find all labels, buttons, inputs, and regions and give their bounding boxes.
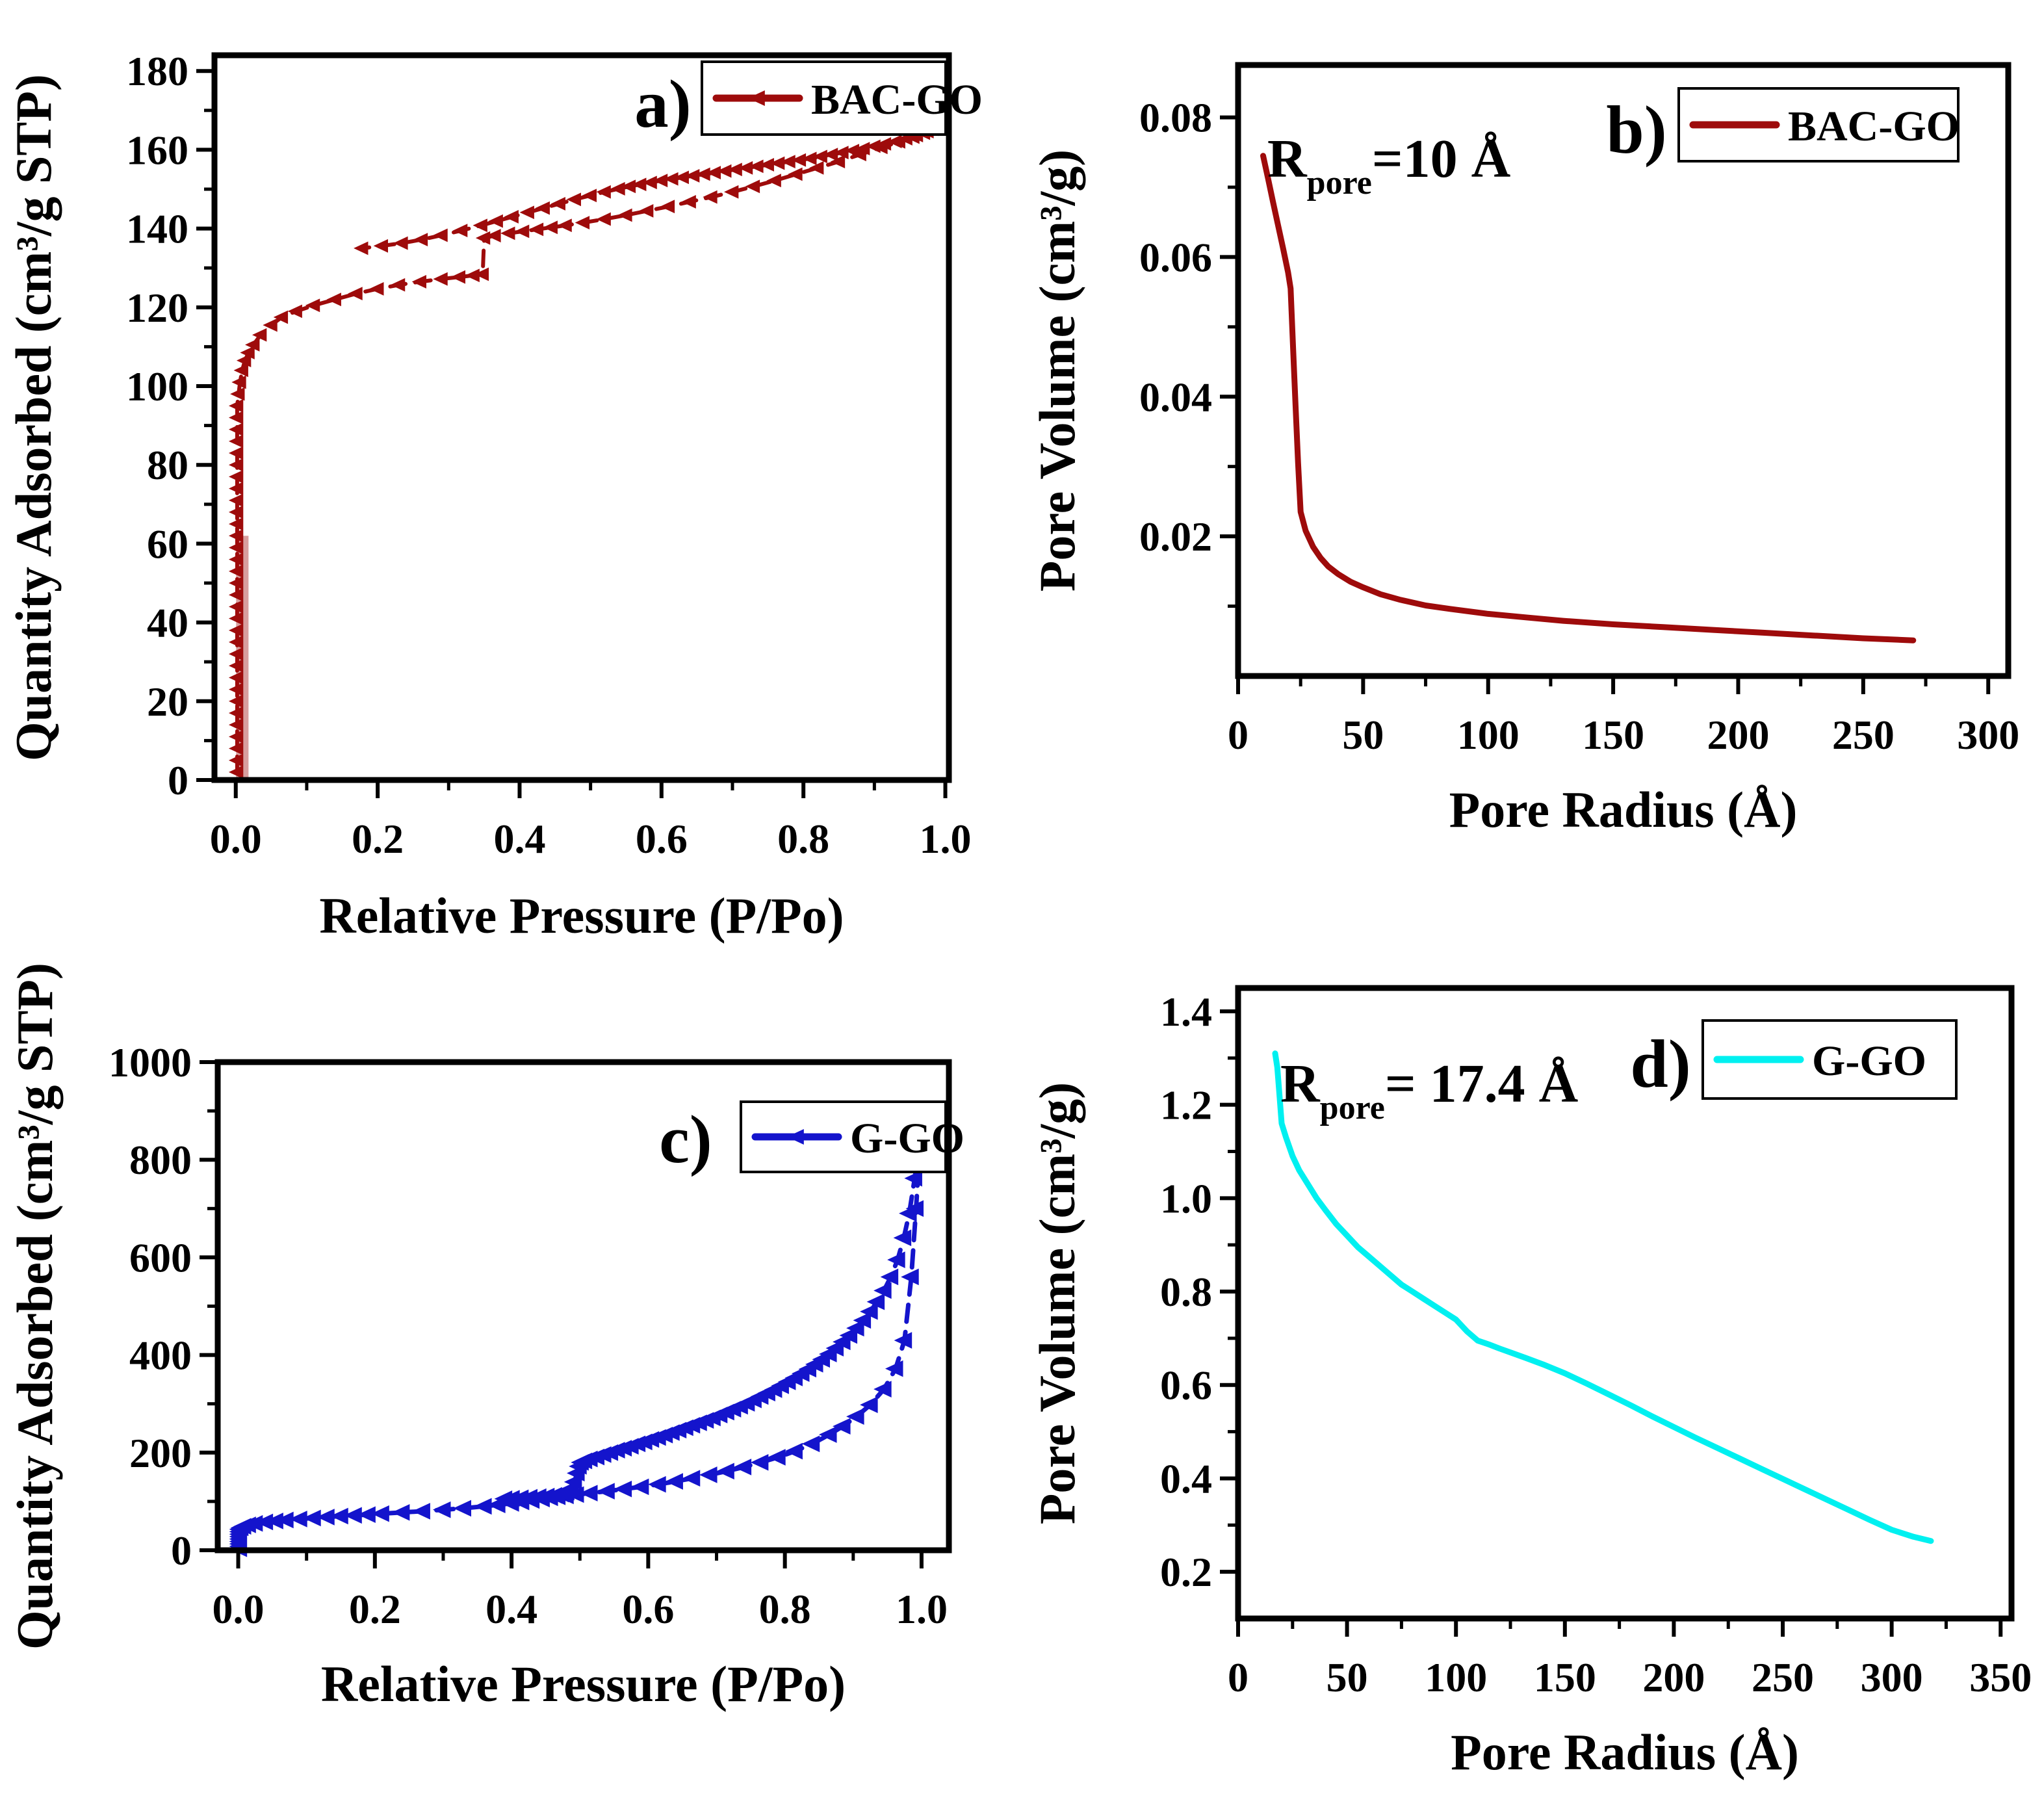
y-tick-label: 0.6 — [1160, 1362, 1212, 1409]
series-markers-desorption — [494, 1134, 928, 1507]
panel-letter: d) — [1630, 1026, 1690, 1102]
series-markers-desorption — [354, 119, 944, 255]
x-tick-label: 0.2 — [349, 1586, 401, 1632]
x-tick-label: 0.0 — [213, 1586, 265, 1632]
x-tick-label: 0.2 — [352, 816, 404, 862]
series-markers-adsorption — [228, 119, 944, 779]
y-tick-label: 0.06 — [1139, 234, 1212, 280]
y-tick-label: 1.2 — [1160, 1082, 1212, 1128]
x-axis-title: Relative Pressure (P/Po) — [321, 1656, 846, 1712]
series-line-pore-volume — [1260, 153, 1917, 644]
x-tick-label: 1.0 — [896, 1586, 948, 1632]
x-tick-label: 0.6 — [636, 816, 688, 862]
plot-border — [1235, 62, 2012, 679]
x-tick-label: 100 — [1457, 712, 1520, 758]
legend-label: G-GO — [850, 1115, 964, 1162]
y-tick-label: 140 — [126, 206, 188, 252]
legend-label: BAC-GO — [811, 76, 983, 124]
x-tick-label: 0.4 — [493, 816, 545, 862]
y-tick-label: 120 — [126, 285, 188, 331]
y-tick-label: 0.2 — [1160, 1549, 1212, 1595]
y-tick-label: 20 — [147, 679, 188, 725]
series-markers-adsorption — [229, 1134, 928, 1557]
plot-border — [1235, 985, 2015, 1622]
legend-marker-sample — [787, 1129, 804, 1145]
panel-b-pore-volume-chart: 0 50 100 150 200 250 300 0.02 0.04 0.06 0.08 Pore R… — [1029, 62, 2019, 838]
y-tick-label: 400 — [129, 1332, 192, 1379]
rpore-annotation: Rpore=10 Å — [1267, 129, 1511, 202]
x-tick-label: 250 — [1832, 712, 1895, 758]
x-tick-label: 150 — [1582, 712, 1644, 758]
series-line-pore-volume — [1272, 1050, 1934, 1544]
y-tick-label: 0 — [168, 757, 188, 803]
rpore-annotation: Rpore= 17.4 Å — [1280, 1054, 1579, 1126]
y-tick-label: 180 — [126, 48, 188, 94]
y-tick-label: 0 — [171, 1528, 192, 1574]
y-tick-label: 80 — [147, 442, 188, 488]
x-tick-label: 0.4 — [485, 1586, 537, 1632]
x-tick-label: 0 — [1228, 1654, 1248, 1700]
x-tick-label: 0.8 — [777, 816, 829, 862]
y-tick-label: 160 — [126, 127, 188, 173]
y-tick-label: 1.0 — [1160, 1175, 1212, 1221]
y-tick-label: 40 — [147, 600, 188, 646]
legend-label: G-GO — [1812, 1037, 1926, 1085]
x-tick-label: 0.0 — [210, 816, 262, 862]
x-tick-label: 1.0 — [920, 816, 972, 862]
series-line-desorption — [360, 124, 940, 250]
panel-letter: b) — [1606, 92, 1666, 168]
x-tick-label: 300 — [1861, 1654, 1923, 1700]
x-tick-label: 0.8 — [759, 1586, 811, 1632]
x-tick-label: 0.6 — [622, 1586, 674, 1632]
y-tick-label: 800 — [129, 1137, 192, 1183]
panel-c-isotherm-chart: 0.0 0.2 0.4 0.6 0.8 1.0 0 200 400 600 800 1000 Relat… — [6, 963, 964, 1712]
y-tick-label: 1.4 — [1160, 989, 1212, 1035]
y-tick-label: 200 — [129, 1430, 192, 1476]
legend-marker-sample — [748, 90, 765, 106]
y-axis-title: Quantity Adsorbed (cm³/g STP) — [5, 74, 62, 761]
y-tick-label: 60 — [147, 521, 188, 567]
x-tick-label: 0 — [1228, 712, 1248, 758]
x-axis-title: Pore Radius (Å) — [1449, 781, 1798, 838]
x-tick-label: 50 — [1326, 1654, 1368, 1700]
y-tick-label: 1000 — [109, 1039, 192, 1086]
plot-border — [211, 52, 952, 783]
y-tick-label: 0.04 — [1139, 374, 1212, 420]
y-tick-label: 0.02 — [1139, 514, 1212, 560]
panel-a-isotherm-chart: 0.0 0.2 0.4 0.6 0.8 1.0 0 20 40 60 80 100 120 140 160 1… — [5, 48, 983, 944]
y-tick-label: 0.8 — [1160, 1269, 1212, 1315]
y-tick-label: 100 — [126, 363, 188, 410]
panel-letter: c) — [659, 1101, 712, 1177]
x-tick-label: 200 — [1642, 1654, 1705, 1700]
y-axis-title: Pore Volume (cm³/g) — [1029, 1082, 1085, 1524]
x-tick-label: 50 — [1342, 712, 1384, 758]
y-tick-label: 0.4 — [1160, 1455, 1212, 1502]
y-axis-title: Quantity Adsorbed (cm³/g STP) — [6, 963, 63, 1650]
y-axis-title: Pore Volume (cm³/g) — [1029, 150, 1085, 592]
x-tick-label: 100 — [1425, 1654, 1487, 1700]
x-tick-label: 350 — [1969, 1654, 2032, 1700]
y-tick-label: 0.08 — [1139, 95, 1212, 141]
panel-d-pore-volume-chart: 0 50 100 150 200 250 300 350 0.2 0.4 0.6 0.8 1.0 1.2 1… — [1029, 985, 2032, 1780]
y-tick-label: 600 — [129, 1234, 192, 1280]
legend-label: BAC-GO — [1788, 103, 1960, 150]
x-tick-label: 200 — [1707, 712, 1769, 758]
panel-letter: a) — [634, 66, 691, 142]
x-tick-label: 300 — [1957, 712, 2019, 758]
x-axis-title: Relative Pressure (P/Po) — [319, 887, 844, 944]
x-tick-label: 250 — [1752, 1654, 1814, 1700]
x-axis-title: Pore Radius (Å) — [1451, 1724, 1799, 1780]
x-tick-label: 150 — [1534, 1654, 1596, 1700]
